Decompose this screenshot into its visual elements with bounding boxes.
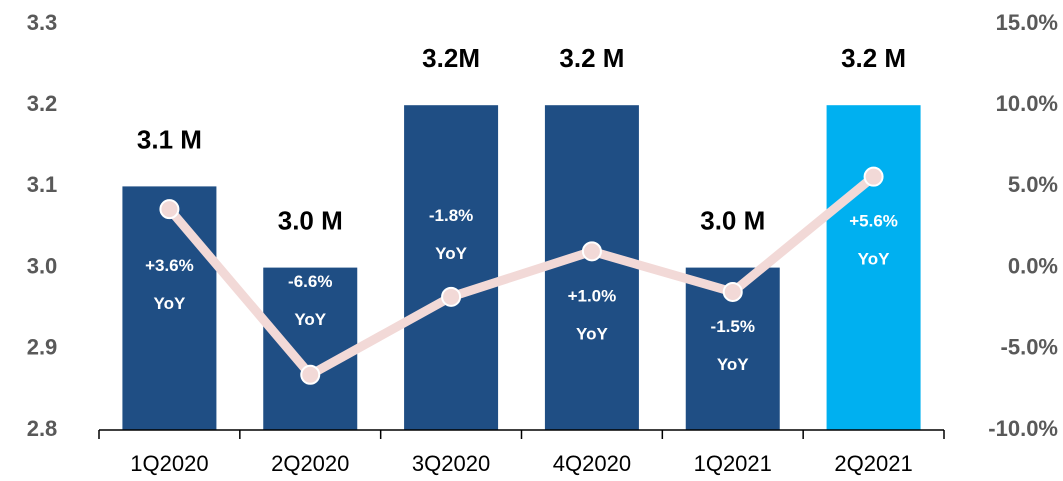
x-tick-label: 3Q2020 [412,451,490,476]
bar [826,105,921,430]
line-marker [581,241,602,262]
line-label: +5.6% YoY [849,212,898,269]
bar-label: 3.0 M [278,205,343,235]
y-tick-label: 3.0 [27,253,58,278]
y2-tick-label: 10.0% [996,91,1058,116]
bar-label: 3.2 M [841,43,906,73]
bar [263,267,358,430]
bar [544,105,639,430]
bar [404,105,499,430]
line-label: -1.5% YoY [711,317,755,374]
y-tick-label: 3.3 [27,10,58,35]
y2-tick-label: -5.0% [1001,335,1058,360]
y2-tick-label: 5.0% [1008,172,1058,197]
line-marker [722,281,743,302]
bar-label: 3.2 M [559,43,624,73]
y2-tick-label: 0.0% [1008,253,1058,278]
y-tick-label: 3.1 [27,172,58,197]
line [165,173,877,380]
y2-tick-label: -10.0% [988,416,1058,441]
x-tick-label: 4Q2020 [553,451,631,476]
line-marker [300,364,321,385]
x-tick-label: 1Q2020 [130,451,208,476]
line-label: -1.8% YoY [429,206,473,263]
bar-label: 3.2M [422,43,480,73]
bar-label: 3.1 M [137,124,202,154]
y-tick-label: 2.8 [27,416,58,441]
line-marker [441,286,462,307]
x-tick-label: 2Q2021 [834,451,912,476]
line-marker [159,199,180,220]
y-tick-label: 3.2 [27,91,58,116]
line-label: +1.0% YoY [568,287,617,344]
line-label: +3.6% YoY [145,257,194,314]
y2-tick-label: 15.0% [996,10,1058,35]
x-tick-label: 2Q2020 [271,451,349,476]
bar [122,186,217,430]
y-tick-label: 2.9 [27,335,58,360]
line-label: -6.6% YoY [288,272,332,329]
line-marker [863,166,884,187]
bar-label: 3.0 M [700,205,765,235]
x-tick-label: 1Q2021 [694,451,772,476]
